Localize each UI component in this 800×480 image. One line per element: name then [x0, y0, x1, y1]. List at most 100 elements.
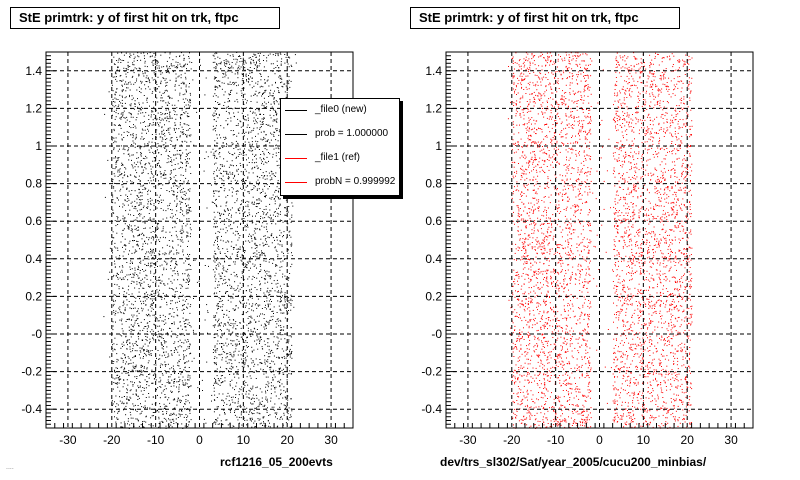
data-point — [127, 289, 129, 291]
data-point — [264, 185, 266, 187]
data-point — [140, 412, 142, 414]
data-point — [239, 55, 240, 57]
data-point — [243, 212, 245, 214]
data-point — [217, 96, 219, 98]
data-point — [278, 213, 280, 215]
data-point — [254, 242, 256, 244]
data-point — [250, 131, 252, 133]
data-point — [248, 131, 250, 133]
data-point — [173, 191, 175, 193]
data-point — [250, 63, 252, 65]
data-point — [124, 310, 126, 312]
data-point — [163, 174, 165, 176]
data-point — [215, 86, 217, 88]
data-point — [173, 368, 174, 370]
data-point — [145, 253, 147, 255]
data-point — [279, 244, 281, 246]
data-point — [173, 381, 175, 383]
data-point — [280, 61, 282, 63]
data-point — [236, 156, 237, 158]
data-point — [283, 259, 285, 260]
data-point — [230, 130, 232, 131]
data-point — [234, 174, 236, 176]
data-point — [240, 336, 242, 338]
data-point — [132, 348, 134, 350]
data-point — [224, 261, 226, 263]
data-point — [225, 291, 227, 293]
data-point — [161, 118, 163, 120]
data-point — [252, 59, 254, 61]
data-point — [136, 378, 138, 379]
data-point — [127, 356, 129, 358]
data-point — [284, 294, 286, 296]
data-point — [178, 397, 179, 399]
data-point — [220, 125, 222, 127]
data-point — [244, 211, 246, 213]
data-point — [184, 367, 186, 369]
data-point — [215, 68, 217, 70]
data-point — [128, 159, 130, 161]
data-point — [173, 316, 175, 318]
data-point — [246, 100, 248, 102]
data-point — [170, 421, 172, 423]
data-point — [133, 281, 135, 283]
data-point — [261, 108, 263, 109]
data-point — [263, 66, 265, 68]
data-point — [144, 407, 146, 409]
data-point — [121, 366, 123, 368]
data-point — [216, 52, 218, 54]
data-point — [152, 337, 154, 339]
data-point — [256, 339, 258, 341]
data-point — [178, 384, 180, 386]
data-point — [266, 231, 268, 233]
data-point — [180, 325, 182, 327]
data-point — [167, 95, 169, 97]
data-point — [124, 354, 126, 356]
data-point — [256, 245, 258, 247]
data-point — [259, 255, 261, 257]
data-point — [157, 67, 159, 69]
data-point — [258, 181, 260, 183]
data-point — [229, 164, 231, 166]
data-point — [144, 62, 146, 64]
data-point — [189, 135, 191, 137]
data-point — [185, 203, 186, 205]
data-point — [212, 325, 214, 327]
data-point — [230, 273, 232, 275]
data-point — [227, 256, 228, 258]
data-point — [265, 195, 266, 197]
data-point — [134, 200, 136, 202]
data-point — [230, 368, 232, 370]
data-point — [255, 238, 257, 240]
data-point — [261, 192, 262, 193]
data-point — [231, 285, 233, 287]
data-point — [133, 215, 135, 216]
data-point — [252, 172, 254, 174]
data-point — [118, 286, 120, 288]
data-point — [266, 410, 268, 412]
data-point — [122, 386, 124, 388]
data-point — [114, 314, 116, 316]
data-point — [229, 81, 231, 83]
data-point — [181, 346, 183, 348]
data-point — [161, 334, 163, 336]
data-point — [213, 422, 215, 424]
data-point — [185, 326, 187, 327]
data-point — [278, 367, 280, 369]
data-point — [255, 158, 257, 160]
data-point — [126, 189, 128, 190]
data-point — [266, 352, 268, 353]
data-point — [129, 155, 131, 157]
data-point — [227, 195, 229, 196]
data-point — [146, 236, 148, 238]
data-point — [244, 119, 246, 121]
data-point — [150, 251, 152, 253]
data-point — [260, 362, 262, 364]
data-point — [175, 77, 177, 79]
data-point — [239, 148, 241, 150]
data-point — [241, 217, 243, 219]
data-point — [190, 68, 192, 70]
data-point — [184, 383, 186, 385]
data-point — [256, 213, 258, 215]
data-point — [147, 381, 149, 383]
